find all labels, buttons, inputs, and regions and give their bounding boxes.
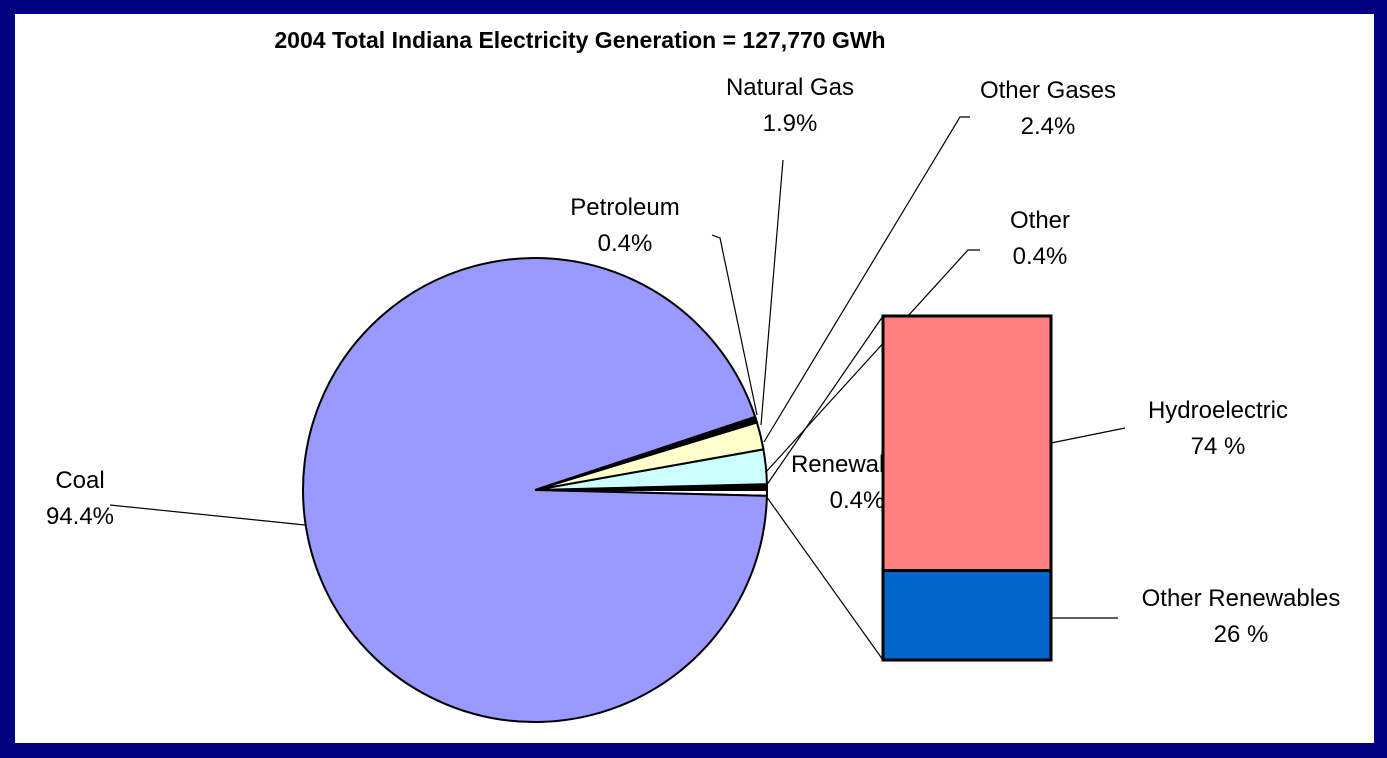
leader-line (1050, 427, 1126, 444)
leader-line (760, 159, 784, 426)
slice-label: Coal (55, 467, 104, 494)
bar-segment (881, 314, 1053, 573)
bar-segment (881, 569, 1053, 662)
leader-line (711, 234, 758, 416)
slice-value-label: 2.4% (1021, 113, 1076, 140)
bar-label: Hydroelectric (1148, 397, 1288, 424)
slice-value-label: 1.9% (763, 110, 818, 137)
leader-line (763, 116, 970, 443)
slice-value-label: 0.4% (1013, 243, 1068, 270)
slice-value-label: 0.4% (598, 230, 653, 257)
connector-line (765, 495, 884, 661)
leader-line (765, 249, 980, 473)
connector-line (765, 315, 884, 487)
slice-value-label: 94.4% (46, 503, 114, 530)
bar-value-label: 74 % (1191, 433, 1246, 460)
chart-title: 2004 Total Indiana Electricity Generatio… (274, 27, 885, 53)
pie-slice (302, 257, 768, 723)
slice-value-label: 0.4% (830, 487, 885, 514)
slice-label: Petroleum (570, 194, 679, 221)
slice-label: Other Gases (980, 77, 1116, 104)
bar-label: Other Renewables (1142, 585, 1341, 612)
slice-label: Other (1010, 207, 1070, 234)
leader-line (109, 504, 306, 526)
bar-value-label: 26 % (1214, 621, 1269, 648)
slice-label: Natural Gas (726, 74, 854, 101)
